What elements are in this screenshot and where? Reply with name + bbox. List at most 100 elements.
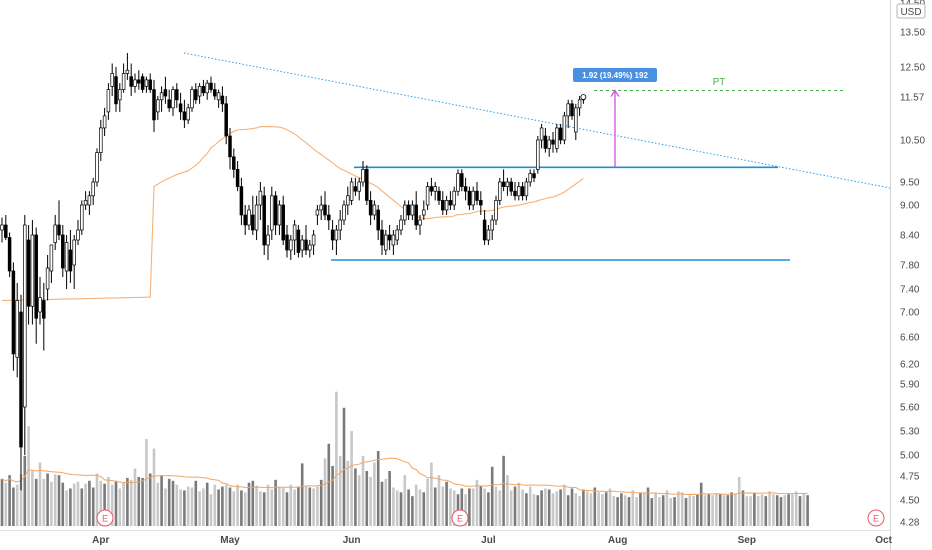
volume-bar <box>42 478 46 526</box>
candle-body <box>467 190 472 206</box>
volume-bar <box>483 488 486 526</box>
volume-bar <box>380 481 384 526</box>
time-tick-label: Jul <box>481 535 496 546</box>
volume-bar <box>635 497 638 526</box>
candle-body <box>216 92 221 101</box>
volume-bar <box>65 490 68 526</box>
volume-bar <box>107 476 110 526</box>
candle-body <box>19 311 23 448</box>
volume-bar <box>316 486 319 526</box>
volume-bar <box>540 490 543 526</box>
last-price-dot <box>580 94 587 100</box>
volume-bar <box>528 486 532 526</box>
candle-body <box>167 99 171 109</box>
volume-bar <box>395 490 399 526</box>
price-tick-label: 4.75 <box>900 472 920 483</box>
volume-bar <box>80 488 84 526</box>
candle-body <box>304 239 308 251</box>
candle-body <box>197 86 202 97</box>
candle-body <box>30 234 35 307</box>
volume-bar <box>126 477 129 526</box>
price-axis[interactable]: 14.5013.5012.5011.5710.509.509.008.407.8… <box>900 0 925 529</box>
volume-bar <box>365 470 369 526</box>
volume-bar <box>232 491 236 526</box>
candle-body <box>266 234 270 246</box>
volume-bar <box>566 495 570 526</box>
volume-bar <box>369 476 372 526</box>
volume-bar <box>696 494 699 526</box>
candle-body <box>152 89 156 121</box>
price-tick-label: 5.90 <box>900 380 920 391</box>
volume-bar <box>289 484 293 526</box>
volume-bar <box>160 476 163 526</box>
volume-bar <box>319 479 323 526</box>
volume-bar <box>167 478 171 526</box>
candle-body <box>566 103 570 117</box>
volume-bar <box>221 486 224 526</box>
earnings-marker <box>96 509 114 527</box>
candle-body <box>72 239 76 266</box>
candle-body <box>118 89 122 101</box>
volume-bar <box>0 478 4 526</box>
volume-bar <box>228 487 232 526</box>
volume-bar <box>555 491 559 526</box>
volume-average-line <box>1 457 808 496</box>
volume-bar <box>251 480 255 526</box>
volume-bar <box>156 482 160 526</box>
price-tick-label: 9.50 <box>900 178 920 189</box>
candle-body <box>365 169 369 201</box>
currency-badge[interactable] <box>896 3 926 19</box>
volume-bar <box>110 484 114 526</box>
volume-bar <box>559 489 562 526</box>
candle-body <box>300 239 304 251</box>
volume-bar <box>171 480 175 526</box>
volume-bar <box>243 492 247 526</box>
volume-bar <box>19 474 23 526</box>
volume-bar <box>175 484 179 526</box>
volume-bar <box>601 494 604 526</box>
price-tick-label: 11.57 <box>900 93 925 104</box>
candle-body <box>437 190 441 201</box>
volume-bar <box>642 493 646 526</box>
volume-bar <box>300 463 304 526</box>
volume-bar <box>209 494 213 526</box>
candle-body <box>289 239 293 251</box>
candle-body <box>95 152 99 183</box>
volume-bar <box>650 498 654 526</box>
volume-bar <box>384 478 388 526</box>
candle-body <box>327 214 331 221</box>
volume-bar <box>665 490 669 526</box>
candle-body <box>391 234 396 246</box>
candle-body <box>83 200 88 206</box>
volume-bar <box>76 481 80 526</box>
volume-bar <box>794 491 798 526</box>
candle-body <box>247 209 251 226</box>
candle-body <box>296 229 301 253</box>
volume-bar <box>536 495 540 526</box>
candle-body <box>273 195 278 226</box>
volume-bar <box>604 492 608 526</box>
volume-bar <box>262 492 266 526</box>
volume-bar <box>236 484 239 526</box>
time-axis[interactable]: Apr May Jun Jul Aug Sep Oct <box>92 535 892 546</box>
time-tick-label: Aug <box>608 535 627 546</box>
candle-body <box>34 234 38 319</box>
candle-body <box>456 173 460 192</box>
volume-bar <box>194 480 198 526</box>
volume-bar <box>338 455 342 526</box>
volume-bar <box>475 479 479 526</box>
volume-bar <box>354 468 357 526</box>
volume-bar <box>585 491 589 526</box>
volume-bar <box>452 490 456 526</box>
volume-bar <box>745 496 749 526</box>
volume-bar <box>213 484 217 526</box>
volume-bar <box>688 495 692 526</box>
volume-bar <box>376 451 380 526</box>
drawing-layer[interactable] <box>183 52 891 261</box>
volume-bar <box>722 495 726 526</box>
volume-bar <box>247 482 251 526</box>
candle-body <box>163 89 168 97</box>
volume-bar <box>464 494 467 526</box>
price-tick-label: 13.50 <box>900 28 925 39</box>
